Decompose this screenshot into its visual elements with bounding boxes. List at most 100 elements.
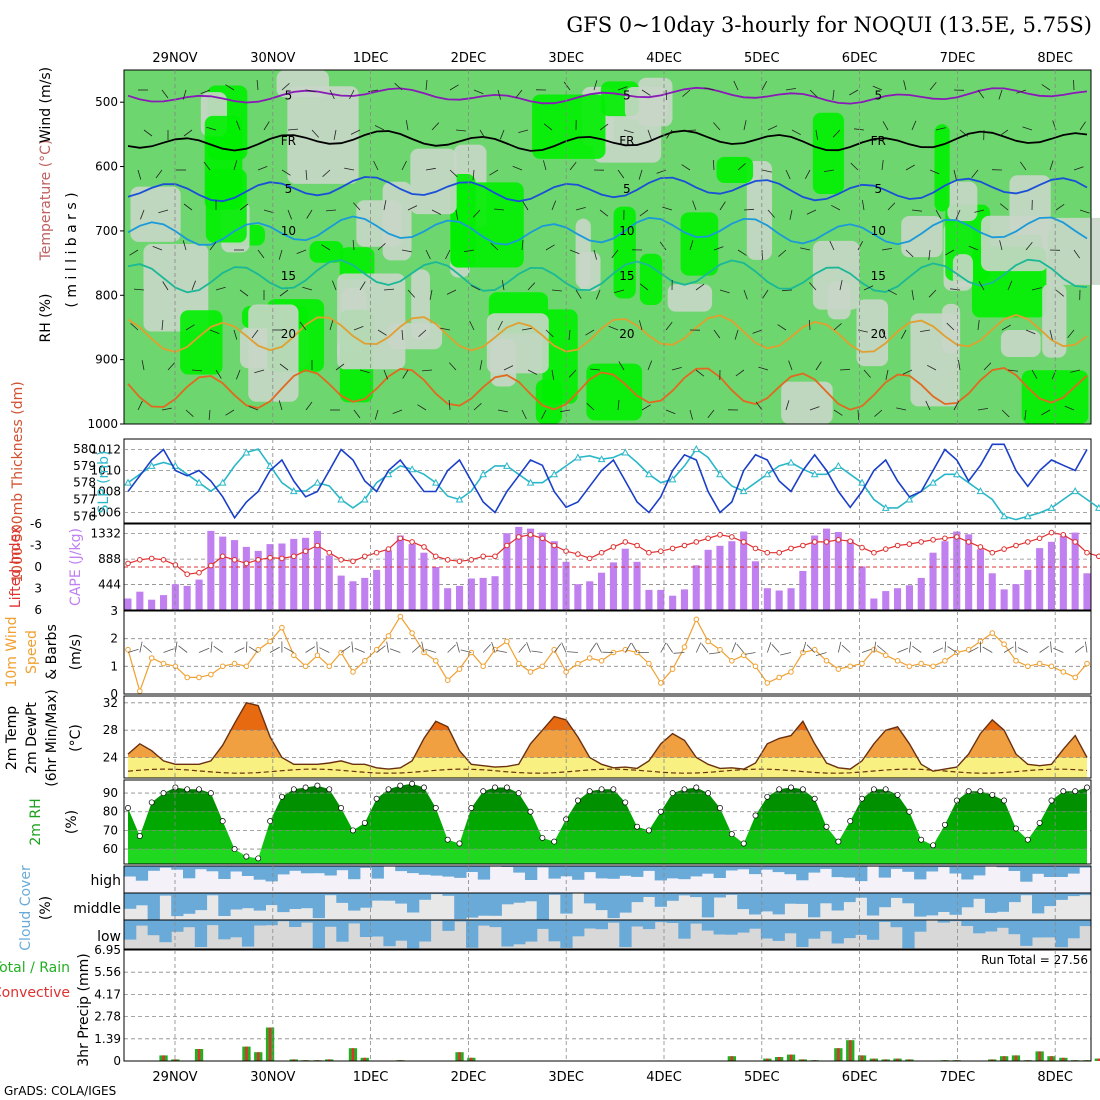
wind-barb-10m <box>912 645 922 653</box>
rh-point <box>515 790 522 797</box>
cloud-bar-middle <box>1020 893 1033 896</box>
wind-speed-point <box>954 649 960 656</box>
wind-speed-point <box>527 669 534 675</box>
wind-barb-10m <box>873 641 877 653</box>
wind-barb-10m <box>319 647 330 653</box>
cape-bar <box>562 561 570 610</box>
lifted-index-point <box>942 535 948 542</box>
cloud-bar-middle <box>194 893 208 911</box>
cloud-bar-low <box>312 920 325 949</box>
axis-label-wind: Wind (m/s) <box>38 67 54 143</box>
wind-speed-point <box>835 666 842 672</box>
wind-barb <box>767 125 778 131</box>
wind-barb <box>1001 409 1010 418</box>
slp-tick: 1008 <box>90 485 121 499</box>
rh-point <box>941 821 948 828</box>
wind-barb <box>978 281 985 291</box>
dewpoint-line <box>127 768 1088 774</box>
cloud-bar-high <box>925 866 939 872</box>
cloud-bar-middle <box>395 893 408 904</box>
rh-point <box>314 782 321 789</box>
wind-barb <box>977 89 985 99</box>
wind-barb <box>737 163 746 171</box>
rh-point <box>338 805 345 811</box>
cloud-bar-low <box>1008 920 1021 935</box>
cloud-bar-high <box>1079 866 1092 868</box>
cloud-bar-high <box>194 866 208 870</box>
rh-point <box>255 855 262 862</box>
lifted-index-point <box>906 541 913 547</box>
cloud-bar-low <box>159 920 172 943</box>
cape-bar <box>953 531 961 610</box>
rh-point <box>267 818 274 825</box>
cloud-bar-low <box>336 920 349 942</box>
cape-bar <box>384 550 392 610</box>
wind-barb <box>374 409 379 420</box>
cloud-bar-middle <box>371 893 384 901</box>
temperature-frame <box>123 695 1092 779</box>
wind-barb <box>350 129 361 135</box>
wind-barb <box>431 209 442 215</box>
wind-speed-point <box>148 655 155 661</box>
cloud-bar-middle <box>713 893 726 898</box>
lifted-index-point <box>1084 549 1090 556</box>
rh-patch <box>130 186 181 242</box>
cloud-bar-middle <box>265 893 278 906</box>
upper-air-frame <box>123 69 1092 425</box>
wind-barb <box>905 164 915 171</box>
wind-barb-10m <box>269 646 280 653</box>
cloud-bar-low <box>124 920 137 940</box>
cloud-bar-low <box>772 920 785 941</box>
rh-point <box>1048 797 1055 804</box>
wind-barb <box>595 289 601 300</box>
rh-point <box>574 797 581 804</box>
wind-barb <box>279 289 289 297</box>
lifted-index-point <box>1036 535 1043 542</box>
lifted-cape-frame <box>123 523 1092 611</box>
cloud-bar-high <box>124 866 137 877</box>
cloud-bar-middle <box>819 893 833 904</box>
cloud-bar-middle <box>159 893 172 896</box>
cloud-bar-high <box>300 866 314 874</box>
wind-barb <box>489 169 499 176</box>
cloud-bar-low <box>147 920 160 936</box>
wind-barb <box>999 240 1003 251</box>
cloud-bar-low <box>843 920 856 939</box>
rh-point <box>882 786 889 793</box>
wind-barb <box>490 242 499 251</box>
thickness-point <box>266 461 274 469</box>
lifted-index-point <box>409 539 415 545</box>
rh-point <box>953 797 960 804</box>
wind-barb <box>618 361 625 371</box>
isotherm-line <box>127 176 1088 203</box>
precip-frame <box>123 949 1092 1062</box>
cloud-bar-low <box>230 920 243 938</box>
isotherm-label: FR <box>619 134 634 148</box>
cloud-bar-low <box>760 920 774 939</box>
cloud-bar-high <box>902 866 915 872</box>
wind-barb <box>809 89 818 98</box>
wind-barb <box>950 288 961 291</box>
cloud-bar-low <box>371 920 384 937</box>
wind-barb <box>788 360 793 371</box>
thickness-point <box>503 461 511 469</box>
wind-barb <box>1073 166 1084 171</box>
lifted-index-point <box>137 557 143 563</box>
rh-point <box>196 786 202 793</box>
wind-tick: 1 <box>110 659 118 673</box>
wind-speed-point <box>1084 660 1090 667</box>
lifted-index-point <box>267 554 273 561</box>
cloud-bar-low <box>690 920 703 924</box>
wind-speed-point <box>267 638 273 645</box>
wind-barb <box>974 209 985 213</box>
wind-barb <box>1007 369 1018 372</box>
date-label-top: 3DEC <box>548 51 584 66</box>
cloud-bar-high <box>796 866 809 881</box>
wind-barb <box>911 289 914 300</box>
lifted-index-point <box>208 562 214 569</box>
slp-thickness-panel: 576 577 578 579 580 1006 1008 1010 1012 1000-500m… <box>10 381 1100 583</box>
axis-label-wind-unit: (m/s) <box>68 634 84 671</box>
thickness-tick: 580 <box>73 442 96 456</box>
isotherm-line <box>127 313 1088 353</box>
date-axis-top: 29NOV 30NOV 1DEC 2DEC 3DEC 4DEC 5DEC 6DEC 7DEC 8D… <box>152 51 1073 66</box>
